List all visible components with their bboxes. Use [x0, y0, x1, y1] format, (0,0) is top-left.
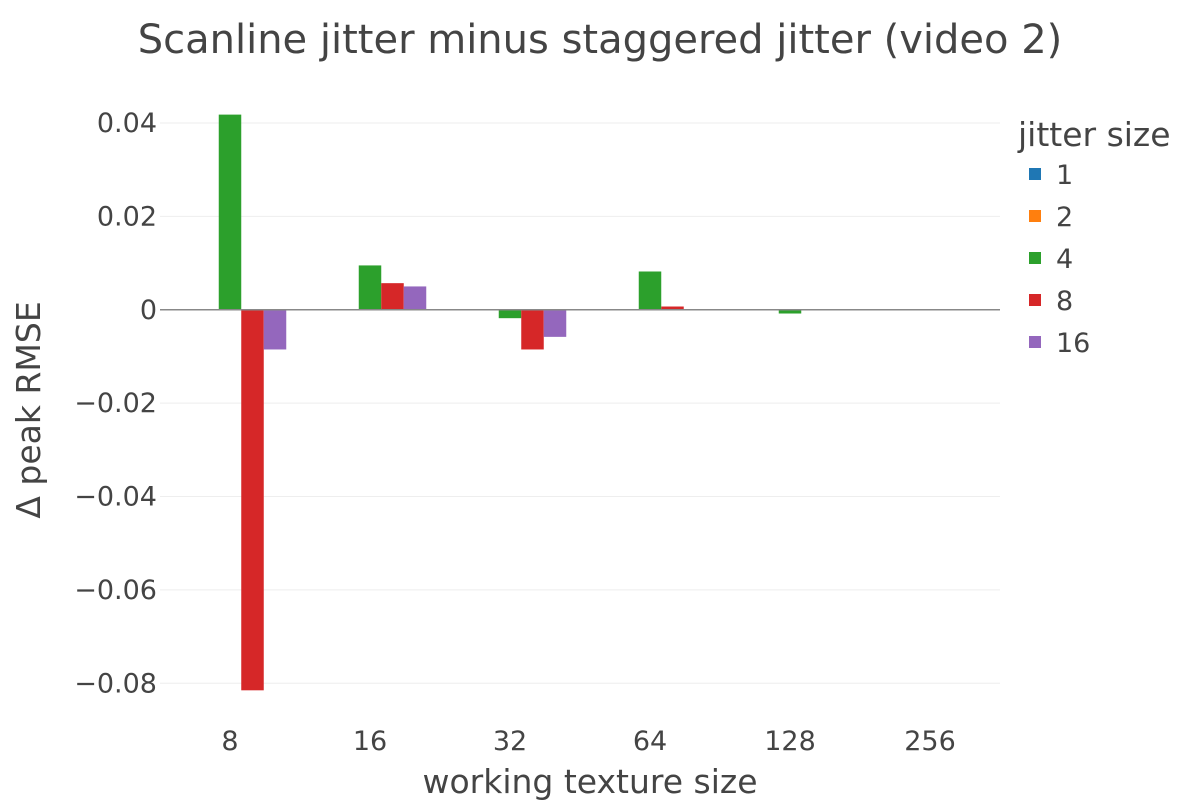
gridlines	[160, 122, 1000, 684]
legend-swatch	[1029, 294, 1041, 306]
chart-title: Scanline jitter minus staggered jitter (…	[138, 17, 1063, 63]
legend-swatch	[1029, 252, 1041, 264]
legend-label: 4	[1056, 244, 1073, 275]
x-axis-ticks: 8 16 32 64 128 256	[221, 726, 955, 757]
legend: jitter size 1 2 4 8 16	[1017, 115, 1171, 359]
bar	[661, 306, 684, 310]
bar	[358, 265, 382, 310]
legend-title: jitter size	[1017, 115, 1171, 154]
legend-label: 1	[1056, 160, 1073, 191]
y-tick-label: −0.04	[74, 482, 157, 513]
y-tick-label: −0.06	[74, 575, 157, 606]
bar	[381, 283, 404, 310]
bar	[521, 309, 544, 350]
legend-swatch	[1029, 336, 1041, 348]
legend-label: 2	[1056, 202, 1073, 233]
y-axis-ticks: 0.04 0.02 0 −0.02 −0.04 −0.06 −0.08	[74, 108, 157, 699]
x-tick-label: 64	[633, 726, 667, 757]
legend-label: 8	[1056, 286, 1073, 317]
x-tick-label: 256	[904, 726, 956, 757]
x-axis-title: working texture size	[422, 762, 757, 800]
x-tick-label: 8	[221, 726, 238, 757]
x-tick-label: 128	[764, 726, 816, 757]
legend-swatch	[1029, 168, 1041, 180]
bar	[543, 309, 567, 337]
bar	[778, 309, 802, 314]
bar	[241, 309, 264, 691]
bar	[498, 309, 522, 319]
x-tick-label: 16	[353, 726, 387, 757]
bar	[263, 309, 287, 350]
bar	[403, 286, 427, 310]
y-tick-label: 0	[140, 295, 157, 326]
bars	[218, 114, 802, 691]
legend-swatch	[1029, 210, 1041, 222]
x-tick-label: 32	[493, 726, 527, 757]
bar	[638, 271, 662, 310]
legend-label: 16	[1056, 328, 1090, 359]
y-axis-title: Δ peak RMSE	[9, 301, 48, 518]
y-tick-label: −0.08	[74, 668, 157, 699]
y-tick-label: −0.02	[74, 388, 157, 419]
y-tick-label: 0.04	[97, 108, 157, 139]
y-tick-label: 0.02	[97, 201, 157, 232]
bar	[218, 114, 242, 310]
